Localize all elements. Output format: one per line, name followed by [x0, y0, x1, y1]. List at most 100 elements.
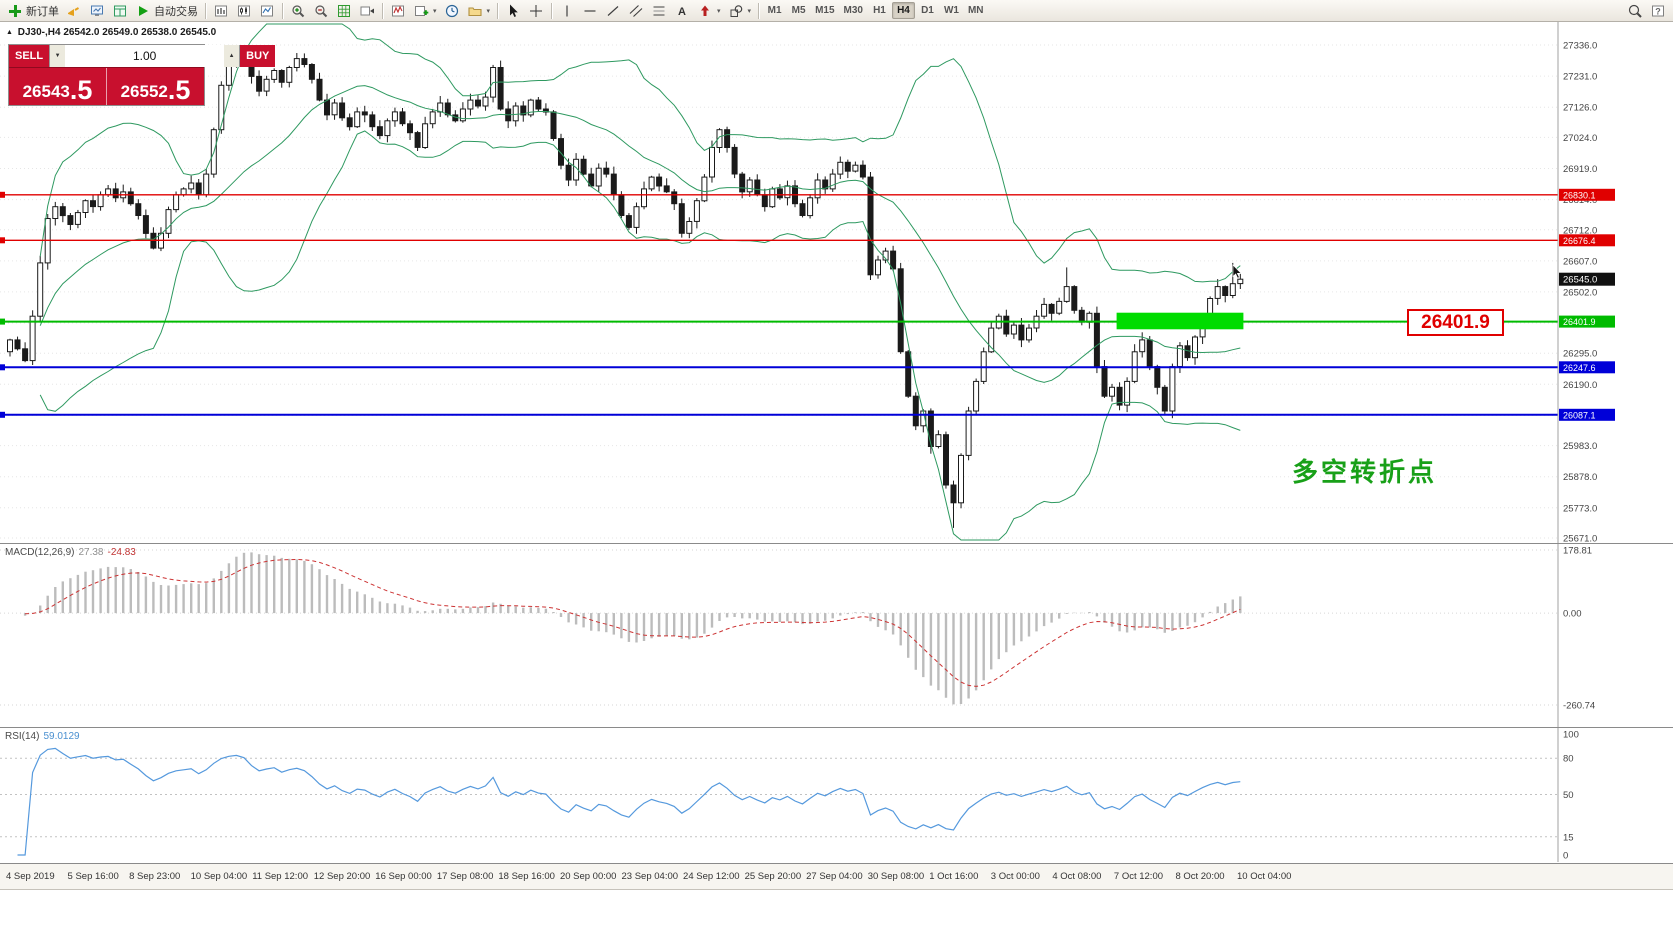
- autotrading-button-label: 自动交易: [154, 5, 198, 18]
- indicators-icon: [392, 5, 404, 16]
- volume-control: ▼ ▲: [49, 45, 241, 67]
- toolbar-separator: [758, 2, 760, 19]
- pane-splitter[interactable]: [0, 543, 1673, 544]
- macd-pane[interactable]: 178.81 0.00 -260.74: [0, 544, 1673, 727]
- svg-text:25671.0: 25671.0: [1563, 534, 1597, 544]
- one-click-trading-panel: SELL ▼ ▲ BUY 26543.5 26552.5: [8, 44, 276, 106]
- time-axis-label: 25 Sep 20:00: [744, 871, 802, 882]
- sell-price-main: 26543: [22, 82, 70, 101]
- navigator-button[interactable]: [109, 1, 131, 21]
- vertical-line-button[interactable]: [556, 1, 578, 21]
- trendline-icon: [607, 5, 619, 16]
- zoom-in-button[interactable]: [287, 1, 309, 21]
- price-line-anchor[interactable]: [0, 318, 5, 325]
- timeframe-button-D1[interactable]: D1: [916, 2, 939, 19]
- symbol-name: DJ30-,H4: [17, 27, 61, 38]
- pane-splitter[interactable]: [0, 727, 1673, 728]
- price-line-axis-tag: [1559, 361, 1615, 374]
- buy-price-main: 26552: [120, 82, 168, 101]
- shapes-button[interactable]: ▾: [725, 1, 755, 21]
- timeframe-button-MN[interactable]: MN: [964, 2, 988, 19]
- main-chart-pane[interactable]: 27336.027231.027126.027024.026919.026814…: [0, 22, 1673, 543]
- alerts-button[interactable]: [63, 1, 85, 21]
- time-axis-label: 10 Sep 04:00: [190, 871, 248, 882]
- highlight-rectangle[interactable]: [1116, 312, 1244, 330]
- svg-text:0: 0: [1563, 851, 1568, 862]
- new-window-button[interactable]: ?: [1647, 1, 1669, 21]
- chart-shift-button[interactable]: [356, 1, 378, 21]
- crosshair-button[interactable]: [525, 1, 547, 21]
- collapse-arrow-icon[interactable]: ▲: [6, 29, 13, 36]
- auto-scroll-button[interactable]: [333, 1, 355, 21]
- channel-button[interactable]: [625, 1, 647, 21]
- trendline-button[interactable]: [602, 1, 624, 21]
- mouse-cursor: [1232, 264, 1242, 279]
- arrows-button[interactable]: ▾: [694, 1, 724, 21]
- buy-price[interactable]: 26552.5: [107, 68, 204, 105]
- cursor-button[interactable]: [502, 1, 524, 21]
- zoom-out-button[interactable]: [310, 1, 332, 21]
- svg-text:?: ?: [1655, 6, 1661, 16]
- autotrading-icon: [139, 5, 148, 16]
- period-button[interactable]: [441, 1, 463, 21]
- toolbar-separator: [551, 2, 553, 19]
- dropdown-caret-icon: ▾: [486, 7, 491, 15]
- timeframe-button-M5[interactable]: M5: [787, 2, 810, 19]
- svg-text:27126.0: 27126.0: [1563, 103, 1597, 114]
- text-button[interactable]: A: [671, 1, 693, 21]
- autotrading-button[interactable]: 自动交易: [132, 1, 201, 21]
- new-order-icon: [9, 4, 21, 17]
- fibonacci-button[interactable]: [648, 1, 670, 21]
- indicators-button[interactable]: [387, 1, 409, 21]
- svg-text:25983.0: 25983.0: [1563, 441, 1597, 452]
- price-line-anchor[interactable]: [0, 191, 5, 198]
- sell-button[interactable]: SELL: [9, 45, 50, 67]
- timeframe-button-M30[interactable]: M30: [840, 2, 867, 19]
- sell-price[interactable]: 26543.5: [9, 68, 106, 105]
- price-axis[interactable]: [1558, 22, 1673, 890]
- price-line-axis-tag: [1559, 315, 1615, 328]
- price-line-anchor[interactable]: [0, 364, 5, 371]
- time-axis-label: 4 Sep 2019: [6, 871, 55, 882]
- timeframe-button-M1[interactable]: M1: [763, 2, 786, 19]
- line-chart-button[interactable]: [256, 1, 278, 21]
- chinese-annotation[interactable]: 多空转折点: [1292, 457, 1438, 487]
- timeframe-button-M15[interactable]: M15: [811, 2, 838, 19]
- candlestick-series: [7, 45, 1244, 528]
- rsi-value: 59.0129: [43, 731, 80, 742]
- volume-input[interactable]: [65, 45, 225, 67]
- toolbar: 新订单 自动交易 ▾ ▾ A ▾ ▾ M1 M5 M15 M30 H1 H4 D1 W1 MN?: [0, 0, 1673, 22]
- price-line-axis-tag: [1559, 234, 1615, 247]
- time-axis-label: 11 Sep 12:00: [252, 871, 309, 882]
- symbol-ohlc-header: ▲ DJ30-,H4 26542.0 26549.0 26538.0 26545…: [6, 27, 216, 38]
- svg-text:26247.6: 26247.6: [1563, 363, 1596, 373]
- profiles-button[interactable]: ▾: [464, 1, 494, 21]
- svg-text:15: 15: [1563, 832, 1574, 843]
- price-line-anchor[interactable]: [0, 411, 5, 418]
- buy-price-frac: .5: [167, 75, 191, 105]
- time-axis-label: 4 Oct 08:00: [1052, 871, 1102, 882]
- svg-text:-260.74: -260.74: [1563, 701, 1595, 712]
- volume-up-button[interactable]: ▲: [224, 45, 240, 67]
- timeframe-button-H4[interactable]: H4: [891, 2, 915, 19]
- horizontal-line-button[interactable]: [579, 1, 601, 21]
- buy-button[interactable]: BUY: [240, 45, 276, 67]
- timeframe-button-W1[interactable]: W1: [940, 2, 963, 19]
- symbol-ohlc-values: 26542.0 26549.0 26538.0 26545.0: [63, 27, 217, 38]
- price-line-anchor[interactable]: [0, 237, 5, 244]
- new-chart-button[interactable]: ▾: [410, 1, 440, 21]
- rsi-pane[interactable]: 100 80 50 15 0: [0, 728, 1673, 862]
- new-window-icon: ?: [1652, 5, 1664, 16]
- market-watch-button[interactable]: [86, 1, 108, 21]
- new-order-button[interactable]: 新订单: [4, 1, 62, 21]
- volume-down-button[interactable]: ▼: [50, 45, 66, 67]
- search-button[interactable]: [1624, 1, 1646, 21]
- bar-chart-icon: [215, 5, 227, 16]
- candlestick-chart-button[interactable]: [233, 1, 255, 21]
- bar-chart-button[interactable]: [210, 1, 232, 21]
- macd-signal-value: -24.83: [107, 547, 136, 558]
- timeframe-button-H1[interactable]: H1: [868, 2, 891, 19]
- time-axis[interactable]: 4 Sep 2019 5 Sep 16:00 8 Sep 23:00 10 Sep 0…: [0, 863, 1673, 890]
- shapes-icon: [730, 4, 742, 17]
- price-annotation-label[interactable]: 26401.9: [1407, 309, 1504, 336]
